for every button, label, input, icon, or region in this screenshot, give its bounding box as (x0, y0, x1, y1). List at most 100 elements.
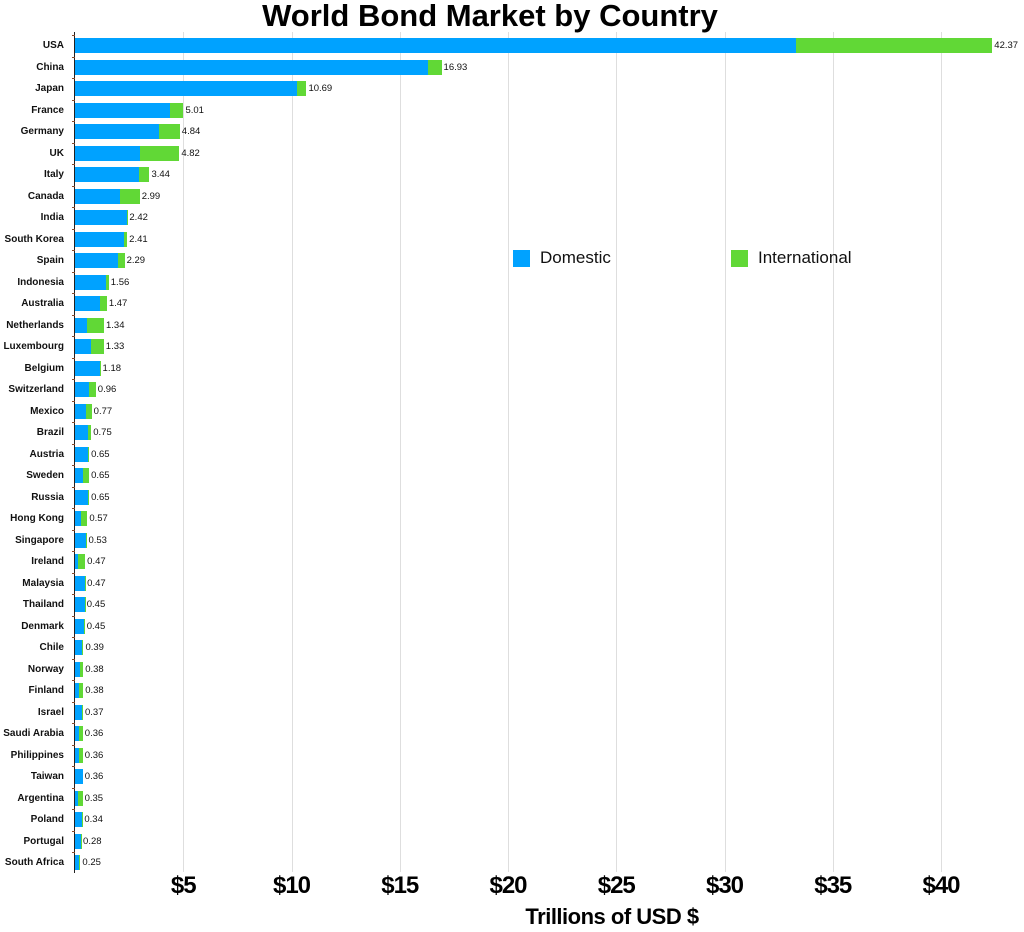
gridline (941, 32, 942, 872)
bar-domestic (75, 597, 85, 612)
category-label: UK (49, 147, 64, 159)
bar-value-label: 0.45 (86, 620, 106, 632)
y-tick-mark (72, 615, 75, 617)
bar-domestic (75, 489, 88, 505)
bar-domestic (75, 683, 79, 698)
y-tick-mark (72, 250, 75, 251)
y-tick-mark (72, 637, 75, 638)
gridline (724, 32, 726, 872)
category-label: Ireland (31, 556, 64, 567)
y-tick-mark (72, 465, 75, 466)
category-label: Philippines (10, 749, 64, 761)
bar-value-label: 0.77 (93, 405, 113, 417)
bar-domestic (75, 554, 79, 569)
bar-international (138, 167, 150, 182)
bar-domestic (75, 382, 90, 397)
bar-domestic (75, 575, 85, 591)
category-label: Italy (43, 169, 64, 180)
bar-domestic (75, 102, 171, 118)
category-label: Netherlands (6, 319, 64, 331)
bar-international (118, 253, 125, 268)
bar-value-label: 1.18 (102, 362, 122, 374)
y-tick-mark (72, 443, 75, 445)
legend-label: Domestic (540, 248, 611, 267)
bar-value-label: 2.41 (129, 233, 148, 245)
y-tick-mark (72, 228, 75, 230)
x-tick-label: $15 (381, 872, 419, 899)
y-tick-mark (72, 572, 75, 574)
bar-value-label: 0.47 (87, 577, 106, 589)
legend-label: International (758, 248, 852, 267)
category-label: Denmark (21, 620, 64, 632)
y-tick-mark (72, 594, 75, 595)
category-label: Belgium (24, 362, 64, 374)
bar-value-label: 0.25 (82, 857, 101, 868)
bar-value-label: 4.82 (181, 147, 200, 159)
bar-value-label: 5.01 (185, 104, 204, 116)
category-label: Mexico (30, 405, 64, 417)
y-tick-mark (72, 508, 75, 509)
bar-domestic (75, 640, 83, 655)
y-tick-mark (72, 809, 75, 810)
bar-domestic (75, 769, 83, 784)
bar-value-label: 1.56 (110, 276, 130, 288)
bar-international (80, 511, 88, 526)
bar-domestic (75, 425, 88, 440)
x-tick-label: $5 (170, 872, 197, 899)
y-tick-mark (72, 357, 75, 359)
bar-value-label: 3.44 (151, 169, 170, 180)
category-label: USA (42, 40, 64, 51)
category-label: Austria (29, 448, 64, 460)
bar-value-label: 42.37 (994, 40, 1019, 51)
bar-value-label: 0.34 (84, 814, 103, 825)
y-axis-line (74, 32, 75, 873)
category-label: South Africa (4, 857, 64, 868)
bar-value-label: 1.33 (105, 341, 125, 352)
bar-value-label: 0.38 (85, 685, 104, 696)
bar-value-label: 0.36 (84, 771, 104, 782)
y-tick-mark (72, 787, 75, 789)
y-tick-mark (72, 400, 75, 402)
category-label: South Korea (4, 233, 64, 245)
bar-domestic (75, 618, 84, 634)
bar-value-label: 0.47 (87, 556, 106, 567)
bar-domestic (75, 403, 86, 419)
y-tick-mark (72, 766, 75, 767)
category-label: Sweden (26, 470, 64, 481)
bar-value-label: 16.93 (443, 61, 468, 73)
bar-international (126, 210, 128, 225)
y-tick-mark (72, 99, 75, 101)
chart-title: World Bond Market by Country (262, 0, 718, 33)
bar-domestic (75, 167, 139, 182)
legend-swatch-international (731, 249, 748, 267)
bar-value-label: 0.57 (89, 513, 108, 524)
bar-domestic (75, 446, 88, 462)
bar-value-label: 0.75 (93, 427, 112, 438)
y-tick-mark (72, 336, 75, 337)
category-label: Portugal (23, 835, 64, 847)
y-tick-mark (72, 701, 75, 703)
bar-value-label: 2.29 (126, 255, 146, 266)
bar-domestic (75, 145, 140, 161)
bar-domestic (75, 124, 160, 139)
y-tick-mark (72, 207, 75, 208)
legend-item-domestic: Domestic (513, 248, 611, 268)
bar-value-label: 0.45 (86, 599, 106, 610)
bar-value-label: 1.34 (106, 319, 125, 331)
y-tick-mark (72, 185, 75, 187)
bar-international (78, 790, 83, 806)
x-tick-label: $20 (489, 872, 527, 899)
category-label: China (36, 61, 64, 73)
bar-international (79, 661, 84, 677)
bar-domestic (75, 511, 81, 526)
bar-domestic (75, 231, 124, 247)
category-label: India (40, 212, 64, 223)
legend-swatch-domestic (513, 249, 530, 267)
category-label: Spain (36, 255, 64, 266)
bar-international (99, 296, 107, 311)
gridline (183, 32, 185, 872)
gridline (291, 32, 293, 872)
y-tick-mark (72, 293, 75, 294)
bar-value-label: 0.28 (83, 835, 102, 847)
bar-value-label: 0.65 (91, 491, 110, 503)
